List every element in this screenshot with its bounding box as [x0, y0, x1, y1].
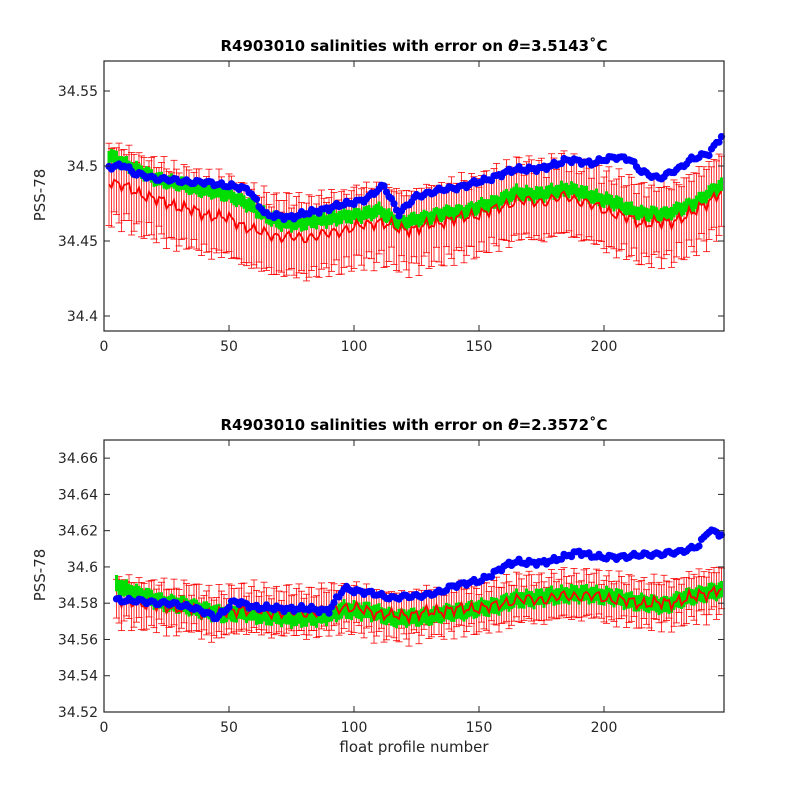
x-tick-label: 100: [341, 339, 368, 355]
y-tick-label: 34.64: [58, 487, 98, 503]
raw-point: [717, 133, 726, 141]
y-tick-label: 34.66: [58, 451, 98, 467]
chart-top-title: R4903010 salinities with error on θ=3.51…: [220, 37, 607, 55]
y-tick-label: 34.4: [67, 309, 98, 325]
x-tick-label: 200: [591, 339, 618, 355]
chart-bottom-ylabel: PSS-78: [31, 549, 49, 602]
raw-point: [705, 152, 713, 160]
raw-point: [715, 138, 723, 146]
y-tick-label: 34.6: [67, 560, 98, 576]
raw-point: [252, 195, 261, 203]
y-tick-label: 34.45: [58, 234, 98, 250]
raw-point: [487, 573, 496, 581]
x-tick-label: 200: [591, 720, 618, 736]
raw-point: [225, 603, 233, 611]
y-tick-label: 34.54: [58, 669, 98, 685]
raw-point: [380, 182, 388, 190]
y-tick-label: 34.55: [58, 84, 98, 100]
chart-top-axes: 0 50 100 150 200 34.4 34.45 34.5 34.55: [58, 60, 725, 355]
chart-top: R4903010 salinities with error on θ=3.51…: [31, 37, 726, 355]
x-tick-label: 100: [341, 720, 368, 736]
x-tick-label: 0: [100, 720, 109, 736]
x-tick-label: 50: [220, 339, 238, 355]
chart-bottom-xlabel: float profile number: [339, 738, 489, 756]
raw-series: [105, 133, 726, 224]
raw-point: [325, 609, 333, 617]
y-tick-label: 34.52: [58, 705, 98, 721]
x-tick-label: 0: [100, 339, 109, 355]
chart-bottom-title: R4903010 salinities with error on θ=2.35…: [220, 416, 607, 434]
y-tick-label: 34.56: [58, 632, 98, 648]
y-tick-label: 34.58: [58, 596, 98, 612]
chart-top-ylabel: PSS-78: [31, 169, 49, 222]
x-tick-label: 50: [220, 720, 238, 736]
plot-frame: [103, 439, 725, 713]
calibrated-line: [108, 178, 723, 245]
raw-point: [390, 200, 398, 208]
y-tick-label: 34.5: [67, 159, 98, 175]
plot-frame: [103, 60, 725, 332]
raw-point: [717, 531, 726, 539]
chart-top-plot-area: [105, 133, 726, 282]
y-tick-label: 34.62: [58, 524, 98, 540]
raw-point: [330, 599, 338, 607]
raw-point: [695, 542, 703, 550]
chart-bottom: R4903010 salinities with error on θ=2.35…: [31, 416, 726, 756]
raw-series: [112, 526, 726, 623]
x-tick-label: 150: [466, 339, 493, 355]
chart-bottom-axes: 0 50 100 150 200 34.52 34.54 34.56 34.58 34.6 34.6…: [58, 439, 725, 736]
x-tick-label: 150: [466, 720, 493, 736]
chart-bottom-plot-area: [112, 526, 726, 647]
